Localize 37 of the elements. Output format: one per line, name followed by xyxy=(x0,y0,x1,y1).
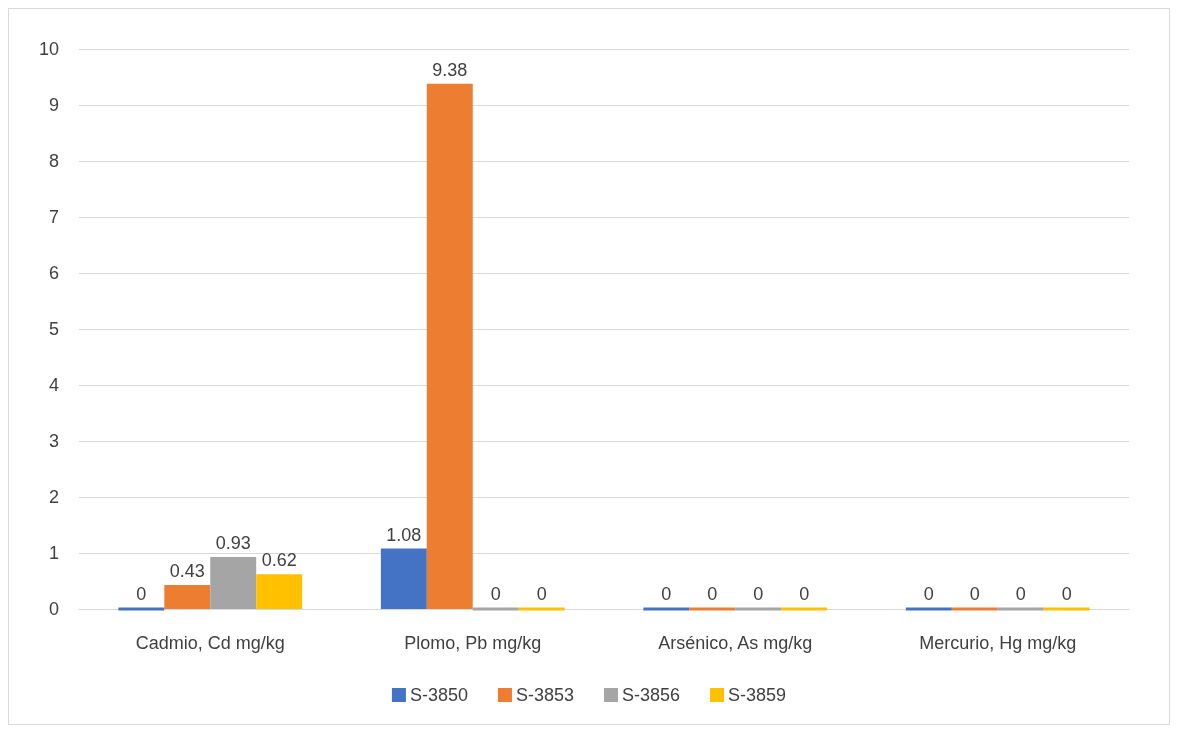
bar xyxy=(164,584,211,609)
data-label: 0 xyxy=(969,583,980,604)
data-label: 0 xyxy=(923,583,934,604)
data-label: 0.93 xyxy=(215,532,251,553)
y-tick-label: 1 xyxy=(48,543,59,563)
y-tick-label: 8 xyxy=(48,151,59,171)
y-tick-label: 7 xyxy=(48,207,59,227)
y-tick-label: 6 xyxy=(48,263,59,283)
y-tick-label: 2 xyxy=(48,487,59,507)
legend-label: S-3859 xyxy=(728,685,787,705)
data-label: 0 xyxy=(1015,583,1026,604)
data-label: 0 xyxy=(799,583,810,604)
data-label: 0 xyxy=(753,583,764,604)
x-tick-label: Mercurio, Hg mg/kg xyxy=(919,633,1077,653)
x-tick-label: Plomo, Pb mg/kg xyxy=(404,633,542,653)
y-tick-label: 3 xyxy=(48,431,59,451)
data-label: 1.08 xyxy=(386,524,422,545)
legend-label: S-3856 xyxy=(622,685,681,705)
data-label: 0.43 xyxy=(169,560,205,581)
data-label: 9.38 xyxy=(432,59,468,80)
data-label: 0 xyxy=(1061,583,1072,604)
y-tick-label: 0 xyxy=(48,599,59,619)
legend-label: S-3853 xyxy=(515,685,574,705)
legend-label: S-3850 xyxy=(409,685,468,705)
x-tick-label: Arsénico, As mg/kg xyxy=(658,633,813,653)
data-label: 0 xyxy=(707,583,718,604)
x-tick-label: Cadmio, Cd mg/kg xyxy=(135,633,285,653)
data-label: 0 xyxy=(536,583,547,604)
data-label: 0 xyxy=(136,583,147,604)
data-label: 0.62 xyxy=(261,550,297,571)
y-tick-label: 5 xyxy=(48,319,59,339)
data-label: 0 xyxy=(661,583,672,604)
y-tick-label: 10 xyxy=(38,39,59,59)
bar xyxy=(426,83,473,609)
y-tick-label: 4 xyxy=(48,375,59,395)
y-tick-label: 9 xyxy=(48,95,59,115)
data-label: 0 xyxy=(490,583,501,604)
